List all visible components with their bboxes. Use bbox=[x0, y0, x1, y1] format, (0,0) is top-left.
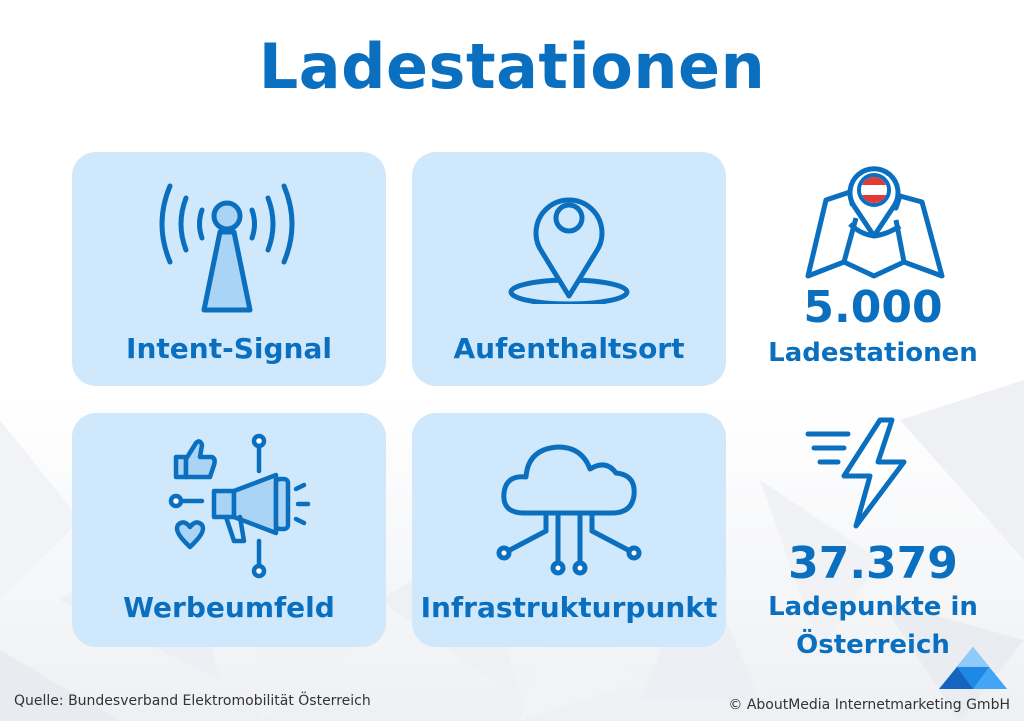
company-logo bbox=[939, 647, 1007, 689]
stat-label-line1: Ladepunkte in bbox=[768, 592, 978, 622]
page-title: Ladestationen bbox=[258, 30, 766, 103]
card-label: Aufenthaltsort bbox=[453, 332, 685, 365]
card-intent-signal: Intent-Signal bbox=[72, 152, 386, 386]
stat-label-line2: Österreich bbox=[796, 630, 950, 660]
signal-tower-icon bbox=[159, 183, 295, 313]
card-advertising: Werbeumfeld bbox=[72, 413, 386, 647]
austria-map-pin-icon bbox=[805, 166, 945, 279]
card-label: Intent-Signal bbox=[126, 332, 332, 365]
stat-label: Ladestationen bbox=[768, 338, 978, 368]
cloud-network-icon bbox=[496, 444, 642, 576]
card-location: Aufenthaltsort bbox=[412, 152, 726, 386]
stat-charging-points: 37.379 Ladepunkte in Österreich bbox=[750, 408, 996, 670]
lightning-icon bbox=[805, 417, 907, 529]
stat-value: 5.000 bbox=[803, 282, 943, 333]
source-note: Quelle: Bundesverband Elektromobilität Ö… bbox=[14, 693, 371, 709]
location-pin-icon bbox=[508, 197, 630, 304]
stat-value: 37.379 bbox=[788, 538, 958, 589]
card-label: Werbeumfeld bbox=[123, 591, 335, 624]
copyright-note: © AboutMedia Internetmarketing GmbH bbox=[728, 697, 1010, 713]
megaphone-icon bbox=[168, 433, 311, 579]
stat-stations: 5.000 Ladestationen bbox=[758, 150, 988, 370]
card-label: Infrastrukturpunkt bbox=[420, 591, 718, 624]
card-infrastructure: Infrastrukturpunkt bbox=[412, 413, 726, 647]
